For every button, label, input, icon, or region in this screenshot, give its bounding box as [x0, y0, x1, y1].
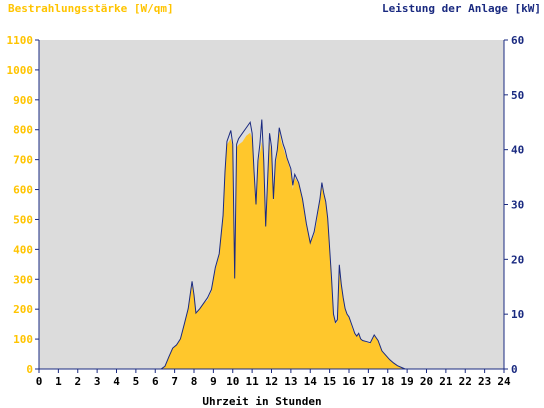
- x-tick-label: 16: [342, 375, 356, 388]
- x-tick-label: 11: [246, 375, 260, 388]
- x-tick-label: 22: [459, 375, 472, 388]
- x-tick-label: 18: [381, 375, 394, 388]
- x-tick-label: 6: [152, 375, 159, 388]
- right-tick-label: 30: [511, 199, 524, 212]
- x-tick-label: 15: [323, 375, 336, 388]
- left-tick-label: 400: [13, 243, 33, 256]
- left-tick-label: 1100: [7, 34, 34, 47]
- x-tick-label: 3: [94, 375, 101, 388]
- left-tick-label: 0: [26, 363, 33, 376]
- x-tick-label: 20: [420, 375, 433, 388]
- x-tick-label: 9: [210, 375, 217, 388]
- x-tick-label: 14: [304, 375, 318, 388]
- power-line: [39, 119, 504, 370]
- right-tick-label: 10: [511, 308, 524, 321]
- x-tick-label: 2: [74, 375, 81, 388]
- right-tick-label: 0: [511, 363, 518, 376]
- left-axis-title: Bestrahlungsstärke [W/qm]: [8, 2, 174, 15]
- left-tick-label: 900: [13, 94, 33, 107]
- left-tick-label: 700: [13, 154, 33, 167]
- left-tick-label: 100: [13, 333, 33, 346]
- right-tick-label: 20: [511, 253, 524, 266]
- x-tick-label: 5: [133, 375, 140, 388]
- x-axis-label: Uhrzeit in Stunden: [202, 395, 321, 408]
- x-tick-label: 21: [439, 375, 453, 388]
- left-tick-label: 1000: [7, 64, 34, 77]
- left-tick-label: 200: [13, 303, 33, 316]
- x-tick-label: 4: [113, 375, 120, 388]
- x-tick-label: 12: [265, 375, 278, 388]
- x-tick-label: 24: [497, 375, 511, 388]
- chart-marks: 0100200300400500600700800900100011000102…: [7, 34, 525, 388]
- x-tick-label: 0: [36, 375, 43, 388]
- irradiance-area: [39, 129, 504, 369]
- right-tick-label: 50: [511, 89, 524, 102]
- x-tick-label: 10: [226, 375, 239, 388]
- x-tick-label: 17: [362, 375, 375, 388]
- left-tick-label: 800: [13, 124, 33, 137]
- x-tick-label: 23: [478, 375, 491, 388]
- x-tick-label: 1: [55, 375, 62, 388]
- x-tick-label: 19: [401, 375, 414, 388]
- right-tick-label: 60: [511, 34, 524, 47]
- left-tick-label: 300: [13, 273, 33, 286]
- left-tick-label: 600: [13, 184, 33, 197]
- x-tick-label: 8: [191, 375, 198, 388]
- right-axis-title: Leistung der Anlage [kW]: [382, 2, 541, 15]
- x-tick-label: 7: [171, 375, 178, 388]
- right-tick-label: 40: [511, 144, 524, 157]
- x-tick-label: 13: [284, 375, 297, 388]
- left-tick-label: 500: [13, 213, 33, 226]
